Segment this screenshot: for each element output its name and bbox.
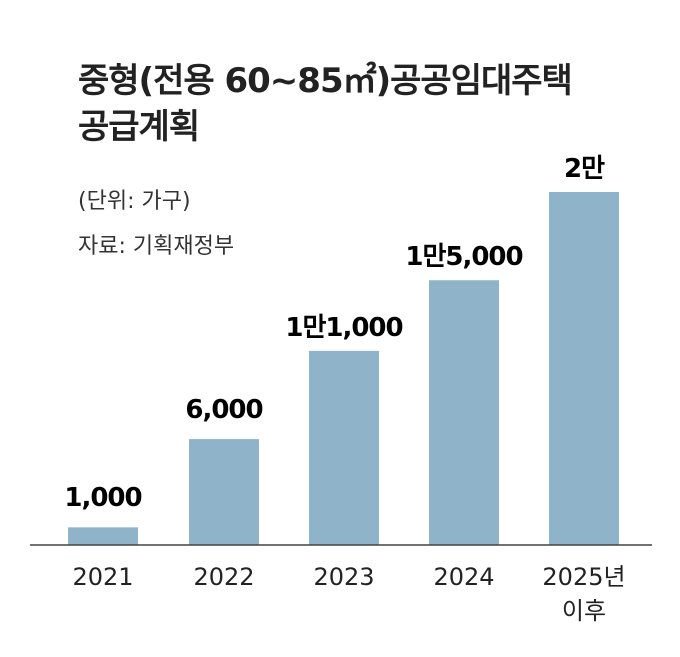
source-note: 자료: 기획재정부 [78,234,235,259]
value-label: 1만5,000 [405,242,523,273]
value-label: 6,000 [185,395,263,426]
x-tick-label: 2022 [193,563,255,591]
chart-title: 중형(전용 60~85㎡)공공임대주택 공급계획 [78,61,573,147]
unit-note: (단위: 가구) [78,189,191,214]
value-label: 1만1,000 [285,312,403,343]
bar [429,280,499,545]
x-tick-label: 2024 [433,563,495,591]
x-tick-label: 2023 [313,563,375,591]
value-label: 2만 [563,154,605,184]
bar [549,192,619,545]
value-label: 1,000 [64,483,142,514]
x-tick-label: 2021 [72,563,134,591]
bar [68,527,138,545]
bar [189,439,259,545]
bar [309,350,379,545]
x-tick-label: 2025년 이후 [542,563,626,625]
